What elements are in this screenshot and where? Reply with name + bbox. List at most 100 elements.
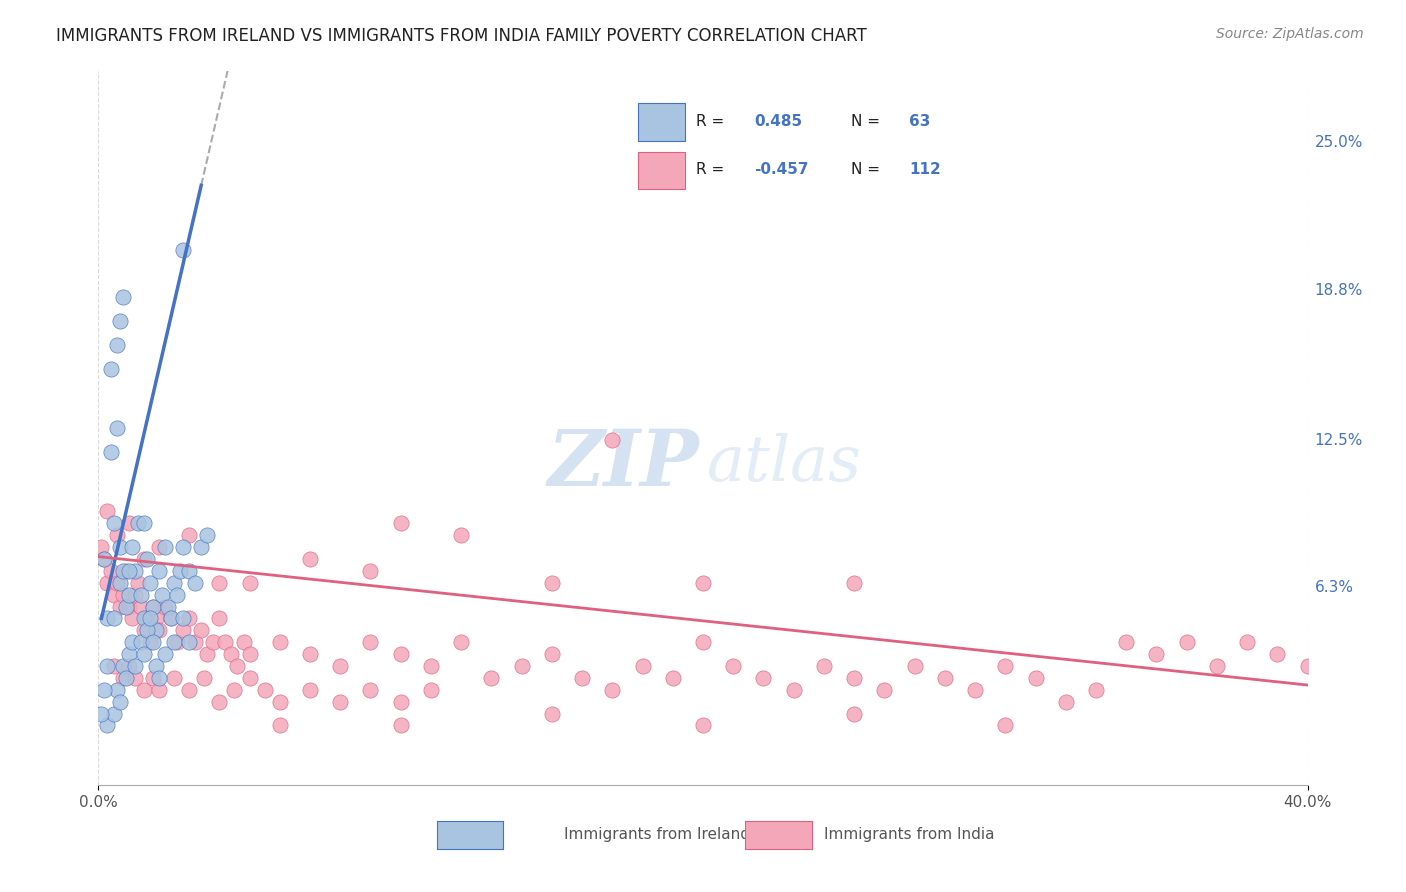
Point: [96, 659, 118, 673]
Point: [163, 635, 186, 649]
Point: [1144, 647, 1167, 661]
Point: [1115, 635, 1137, 649]
Point: [103, 706, 125, 721]
Point: [844, 575, 866, 590]
Point: [214, 635, 236, 649]
Point: [100, 361, 122, 376]
Point: [166, 635, 188, 649]
Point: [142, 599, 165, 614]
Point: [139, 635, 162, 649]
Point: [844, 671, 866, 685]
Point: [172, 611, 194, 625]
Point: [103, 588, 125, 602]
Point: [184, 635, 207, 649]
Point: [103, 516, 125, 531]
Point: [179, 528, 201, 542]
Point: [169, 564, 191, 578]
Point: [163, 575, 186, 590]
Point: [389, 695, 412, 709]
Point: [129, 599, 152, 614]
Point: [121, 635, 143, 649]
Point: [602, 682, 624, 697]
Point: [132, 624, 155, 638]
Point: [111, 671, 134, 685]
Point: [195, 528, 218, 542]
Point: [239, 575, 262, 590]
Point: [150, 588, 173, 602]
Point: [166, 588, 188, 602]
Point: [239, 671, 262, 685]
Point: [100, 445, 122, 459]
Point: [90, 540, 112, 554]
Point: [100, 564, 122, 578]
Point: [184, 575, 207, 590]
Point: [142, 635, 165, 649]
Point: [1175, 635, 1198, 649]
Point: [269, 635, 291, 649]
Point: [118, 599, 141, 614]
Point: [111, 659, 134, 673]
Point: [190, 540, 212, 554]
Point: [994, 659, 1017, 673]
Text: 18.8%: 18.8%: [1315, 283, 1362, 298]
Point: [540, 647, 562, 661]
Point: [135, 624, 157, 638]
Point: [692, 575, 714, 590]
Point: [132, 516, 155, 531]
Point: [965, 682, 987, 697]
Point: [108, 695, 131, 709]
Point: [111, 564, 134, 578]
Point: [389, 516, 412, 531]
Point: [148, 540, 170, 554]
Point: [389, 718, 412, 732]
Point: [160, 611, 183, 625]
Point: [124, 659, 146, 673]
Point: [148, 624, 170, 638]
Point: [124, 588, 146, 602]
Point: [108, 599, 131, 614]
Point: [299, 647, 322, 661]
Point: [96, 718, 118, 732]
Point: [132, 682, 155, 697]
Point: [145, 611, 167, 625]
Point: [153, 540, 176, 554]
Point: [145, 624, 167, 638]
Point: [111, 290, 134, 304]
Point: [103, 659, 125, 673]
Point: [105, 575, 128, 590]
Point: [1296, 659, 1319, 673]
Text: Immigrants from Ireland: Immigrants from Ireland: [564, 828, 749, 842]
Point: [172, 624, 194, 638]
Point: [631, 659, 654, 673]
Point: [111, 588, 134, 602]
Point: [127, 575, 149, 590]
Point: [124, 671, 146, 685]
Point: [127, 516, 149, 531]
Point: [269, 718, 291, 732]
Point: [103, 611, 125, 625]
Point: [129, 635, 152, 649]
Point: [208, 575, 231, 590]
Point: [108, 314, 131, 328]
Point: [540, 706, 562, 721]
Point: [148, 682, 170, 697]
Point: [208, 611, 231, 625]
Point: [93, 552, 115, 566]
Point: [232, 635, 254, 649]
Point: [132, 611, 155, 625]
Point: [129, 588, 152, 602]
Point: [221, 647, 243, 661]
Point: [329, 659, 352, 673]
Point: [105, 338, 128, 352]
Text: 6.3%: 6.3%: [1315, 580, 1354, 595]
Point: [108, 540, 131, 554]
Point: [105, 682, 128, 697]
Point: [540, 575, 562, 590]
Point: [692, 635, 714, 649]
Text: Immigrants from India: Immigrants from India: [824, 828, 994, 842]
Point: [450, 635, 472, 649]
Point: [481, 671, 503, 685]
Point: [118, 647, 141, 661]
Point: [179, 611, 201, 625]
Point: [114, 671, 136, 685]
